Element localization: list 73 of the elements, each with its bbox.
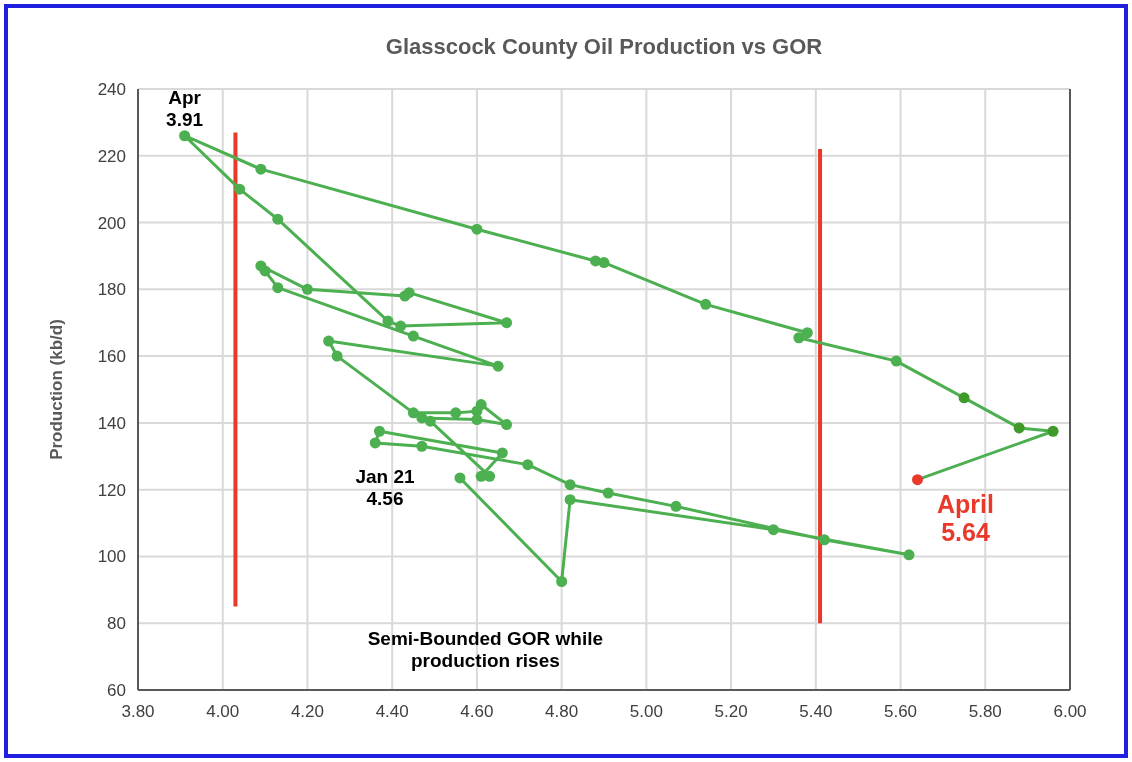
point — [407, 407, 419, 419]
y-tick-label: 80 — [107, 614, 126, 634]
point — [602, 487, 614, 499]
point — [564, 479, 576, 491]
x-tick-label: 5.00 — [629, 702, 663, 721]
point — [416, 440, 428, 452]
x-tick-label: 5.40 — [799, 702, 833, 721]
point — [501, 317, 513, 329]
point — [471, 405, 483, 417]
y-axis-title: Production (kb/d) — [47, 319, 66, 460]
point — [501, 419, 513, 431]
x-tick-label: 5.20 — [714, 702, 748, 721]
y-tick-label: 240 — [97, 80, 126, 99]
chart-title: Glasscock County Oil Production vs GOR — [385, 34, 823, 59]
point — [903, 549, 915, 561]
point — [382, 315, 394, 327]
y-tick-label: 220 — [97, 146, 126, 166]
x-tick-label: 6.00 — [1053, 702, 1087, 721]
point — [272, 282, 284, 294]
annotation: Semi-Bounded GOR while production rises — [367, 627, 604, 671]
point — [255, 163, 267, 175]
point — [700, 298, 712, 310]
y-tick-label: 160 — [97, 347, 126, 367]
point — [492, 360, 504, 372]
point — [403, 287, 415, 299]
point — [424, 415, 436, 427]
y-tick-label: 120 — [97, 480, 126, 500]
point — [179, 130, 191, 142]
point — [522, 459, 534, 471]
point — [598, 257, 610, 269]
x-tick-label: 5.80 — [968, 702, 1002, 721]
point — [818, 534, 830, 546]
point — [911, 474, 923, 486]
y-tick-label: 60 — [107, 681, 126, 700]
point — [450, 407, 462, 419]
x-tick-label: 3.80 — [121, 702, 155, 721]
point — [255, 260, 267, 272]
point — [407, 330, 419, 342]
x-tick-label: 4.00 — [206, 702, 240, 721]
point — [793, 332, 805, 344]
point — [484, 470, 496, 482]
annotation: Jan 21 4.56 — [355, 465, 415, 509]
y-tick-label: 140 — [97, 413, 126, 433]
point — [454, 472, 466, 484]
point — [331, 350, 343, 362]
x-tick-label: 4.80 — [545, 702, 579, 721]
point — [395, 320, 407, 332]
y-tick-label: 180 — [97, 280, 126, 300]
x-tick-label: 4.40 — [375, 702, 409, 721]
point — [890, 355, 902, 367]
point — [496, 447, 508, 459]
annotation: April 5.64 — [937, 489, 994, 547]
y-tick-label: 100 — [97, 547, 126, 567]
point — [767, 524, 779, 536]
point — [564, 494, 576, 506]
annotation: Apr 3.91 — [166, 86, 204, 130]
point — [301, 283, 313, 295]
point — [556, 575, 568, 587]
point — [471, 223, 483, 235]
x-tick-label: 5.60 — [884, 702, 918, 721]
point — [1013, 422, 1025, 434]
point — [234, 183, 246, 195]
point — [1047, 425, 1059, 437]
point — [801, 327, 813, 339]
point — [670, 500, 682, 512]
point — [272, 213, 284, 225]
point — [373, 425, 385, 437]
x-tick-label: 4.60 — [460, 702, 494, 721]
point — [958, 392, 970, 404]
x-tick-label: 4.20 — [290, 702, 324, 721]
point — [323, 335, 335, 347]
point — [369, 437, 381, 449]
y-tick-label: 200 — [97, 213, 126, 233]
